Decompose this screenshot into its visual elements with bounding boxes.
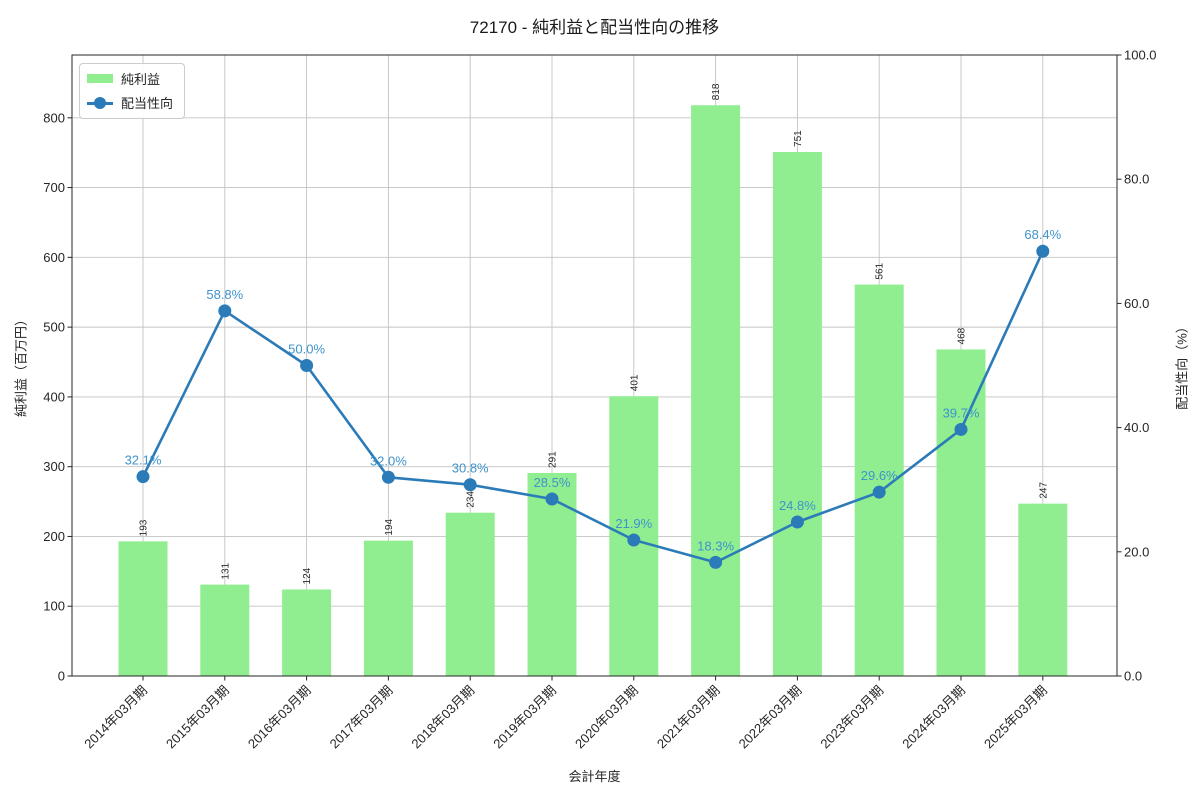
y-left-tick-label: 0 xyxy=(58,669,65,684)
payout-value-label: 21.9% xyxy=(615,516,652,531)
payout-marker xyxy=(627,533,641,547)
payout-value-label: 24.8% xyxy=(779,498,816,513)
net-income-swatch xyxy=(87,74,113,83)
x-tick-label: 2022年03月期 xyxy=(736,683,805,752)
y-right-tick-label: 0.0 xyxy=(1124,669,1142,684)
y-left-tick-label: 100 xyxy=(43,599,65,614)
payout-value-label: 29.6% xyxy=(861,468,898,483)
net-income-bar xyxy=(936,349,986,676)
x-tick-label: 2024年03月期 xyxy=(899,683,968,752)
y-left-axis-label: 純利益（百万円） xyxy=(13,312,29,418)
payout-marker xyxy=(381,470,395,484)
x-tick-label: 2017年03月期 xyxy=(327,683,396,752)
y-left-tick-label: 800 xyxy=(43,110,65,125)
y-right-tick-label: 20.0 xyxy=(1124,544,1149,559)
payout-value-label: 30.8% xyxy=(452,461,489,476)
x-tick-label: 2014年03月期 xyxy=(81,683,150,752)
y-left-tick-label: 600 xyxy=(43,250,65,265)
legend-item-payout-ratio: 配当性向 xyxy=(87,93,173,112)
legend-item-net-income: 純利益 xyxy=(87,69,173,88)
net-income-bar xyxy=(772,151,822,676)
bar-value-label: 194 xyxy=(384,519,395,536)
y-left-tick-label: 300 xyxy=(43,459,65,474)
legend-label-net-income: 純利益 xyxy=(121,72,161,87)
legend: 純利益 配当性向 xyxy=(79,63,186,119)
net-income-bar xyxy=(691,105,741,676)
x-tick-label: 2020年03月期 xyxy=(572,683,641,752)
payout-marker xyxy=(136,470,150,484)
payout-marker xyxy=(463,478,477,492)
bar-value-label: 124 xyxy=(302,567,313,584)
y-left-tick-label: 700 xyxy=(43,180,65,195)
net-income-bar xyxy=(1018,503,1068,676)
net-income-bar xyxy=(200,584,250,676)
bar-value-label: 818 xyxy=(711,83,722,100)
y-right-tick-label: 100.0 xyxy=(1124,48,1157,63)
payout-value-label: 28.5% xyxy=(534,475,571,490)
bar-value-label: 291 xyxy=(548,451,559,468)
payout-marker xyxy=(218,304,232,318)
x-tick-label: 2021年03月期 xyxy=(654,683,723,752)
x-tick-label: 2023年03月期 xyxy=(817,683,886,752)
payout-marker xyxy=(790,515,804,529)
net-income-bar xyxy=(282,589,332,676)
payout-value-label: 50.0% xyxy=(288,342,325,357)
payout-value-label: 32.1% xyxy=(125,453,162,468)
bar-value-label: 193 xyxy=(139,519,150,536)
x-tick-label: 2025年03月期 xyxy=(981,683,1050,752)
x-tick-label: 2018年03月期 xyxy=(408,683,477,752)
x-axis-label: 会計年度 xyxy=(568,769,621,784)
x-tick-label: 2015年03月期 xyxy=(163,683,232,752)
payout-marker xyxy=(709,555,723,569)
y-right-tick-label: 80.0 xyxy=(1124,172,1149,187)
bar-value-label: 561 xyxy=(875,262,886,279)
chart-title: 72170 - 純利益と配当性向の推移 xyxy=(469,18,720,37)
net-income-bar xyxy=(363,540,413,676)
net-income-bar xyxy=(445,512,495,676)
y-right-tick-label: 60.0 xyxy=(1124,296,1149,311)
payout-value-label: 39.7% xyxy=(943,405,980,420)
y-left-tick-label: 400 xyxy=(43,389,65,404)
net-income-bar xyxy=(118,541,168,676)
bar-value-label: 247 xyxy=(1038,482,1049,499)
y-left-tick-label: 200 xyxy=(43,529,65,544)
payout-value-label: 18.3% xyxy=(697,538,734,553)
payout-marker xyxy=(872,485,886,499)
payout-marker xyxy=(545,492,559,506)
legend-label-payout-ratio: 配当性向 xyxy=(121,96,174,111)
payout-value-label: 68.4% xyxy=(1024,227,1061,242)
bar-value-label: 468 xyxy=(957,327,968,344)
bar-value-label: 401 xyxy=(629,374,640,391)
y-left-tick-label: 500 xyxy=(43,320,65,335)
x-tick-label: 2019年03月期 xyxy=(490,683,559,752)
x-tick-label: 2016年03月期 xyxy=(245,683,314,752)
payout-marker xyxy=(954,422,968,436)
bar-value-label: 751 xyxy=(793,130,804,147)
bar-value-label: 234 xyxy=(466,491,477,508)
y-right-tick-label: 40.0 xyxy=(1124,420,1149,435)
payout-marker xyxy=(1036,244,1050,258)
payout-marker xyxy=(300,359,314,372)
payout-line xyxy=(141,249,1045,564)
payout-value-label: 58.8% xyxy=(206,287,243,302)
y-right-axis-label: 配当性向（%） xyxy=(1174,320,1190,410)
payout-value-label: 32.0% xyxy=(370,453,407,468)
payout-ratio-swatch xyxy=(87,96,113,109)
plot-border xyxy=(71,54,1118,677)
bar-value-label: 131 xyxy=(220,562,231,579)
